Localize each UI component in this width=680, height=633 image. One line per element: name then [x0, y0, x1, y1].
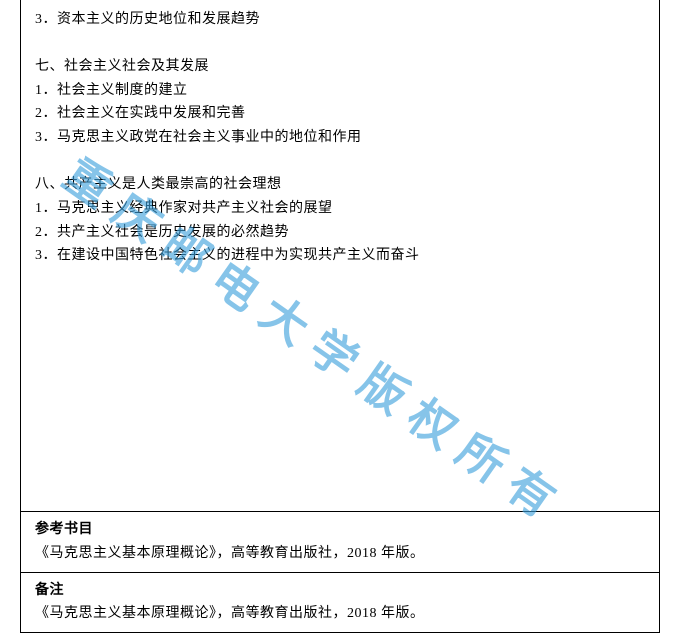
outline-section: 3．资本主义的历史地位和发展趋势 七、社会主义社会及其发展 1．社会主义制度的建… — [20, 0, 660, 512]
outline-item: 3．在建设中国特色社会主义的进程中为实现共产主义而奋斗 — [35, 244, 645, 268]
blank-line — [35, 32, 645, 55]
outline-item: 1．社会主义制度的建立 — [35, 79, 645, 103]
references-section: 参考书目 《马克思主义基本原理概论》，高等教育出版社，2018 年版。 — [20, 511, 660, 573]
notes-text: 《马克思主义基本原理概论》，高等教育出版社，2018 年版。 — [35, 602, 645, 626]
outline-item: 3．马克思主义政党在社会主义事业中的地位和作用 — [35, 126, 645, 150]
notes-section: 备注 《马克思主义基本原理概论》，高等教育出版社，2018 年版。 — [20, 572, 660, 633]
notes-heading: 备注 — [35, 579, 645, 603]
references-heading: 参考书目 — [35, 518, 645, 542]
section-header: 七、社会主义社会及其发展 — [35, 55, 645, 79]
section-header: 八、共产主义是人类最崇高的社会理想 — [35, 173, 645, 197]
outline-item: 2．社会主义在实践中发展和完善 — [35, 102, 645, 126]
outline-item: 2．共产主义社会是历史发展的必然趋势 — [35, 221, 645, 245]
references-text: 《马克思主义基本原理概论》，高等教育出版社，2018 年版。 — [35, 542, 645, 566]
outline-item: 3．资本主义的历史地位和发展趋势 — [35, 8, 645, 32]
page-container: 3．资本主义的历史地位和发展趋势 七、社会主义社会及其发展 1．社会主义制度的建… — [0, 0, 680, 632]
blank-line — [35, 150, 645, 173]
outline-item: 1．马克思主义经典作家对共产主义社会的展望 — [35, 197, 645, 221]
